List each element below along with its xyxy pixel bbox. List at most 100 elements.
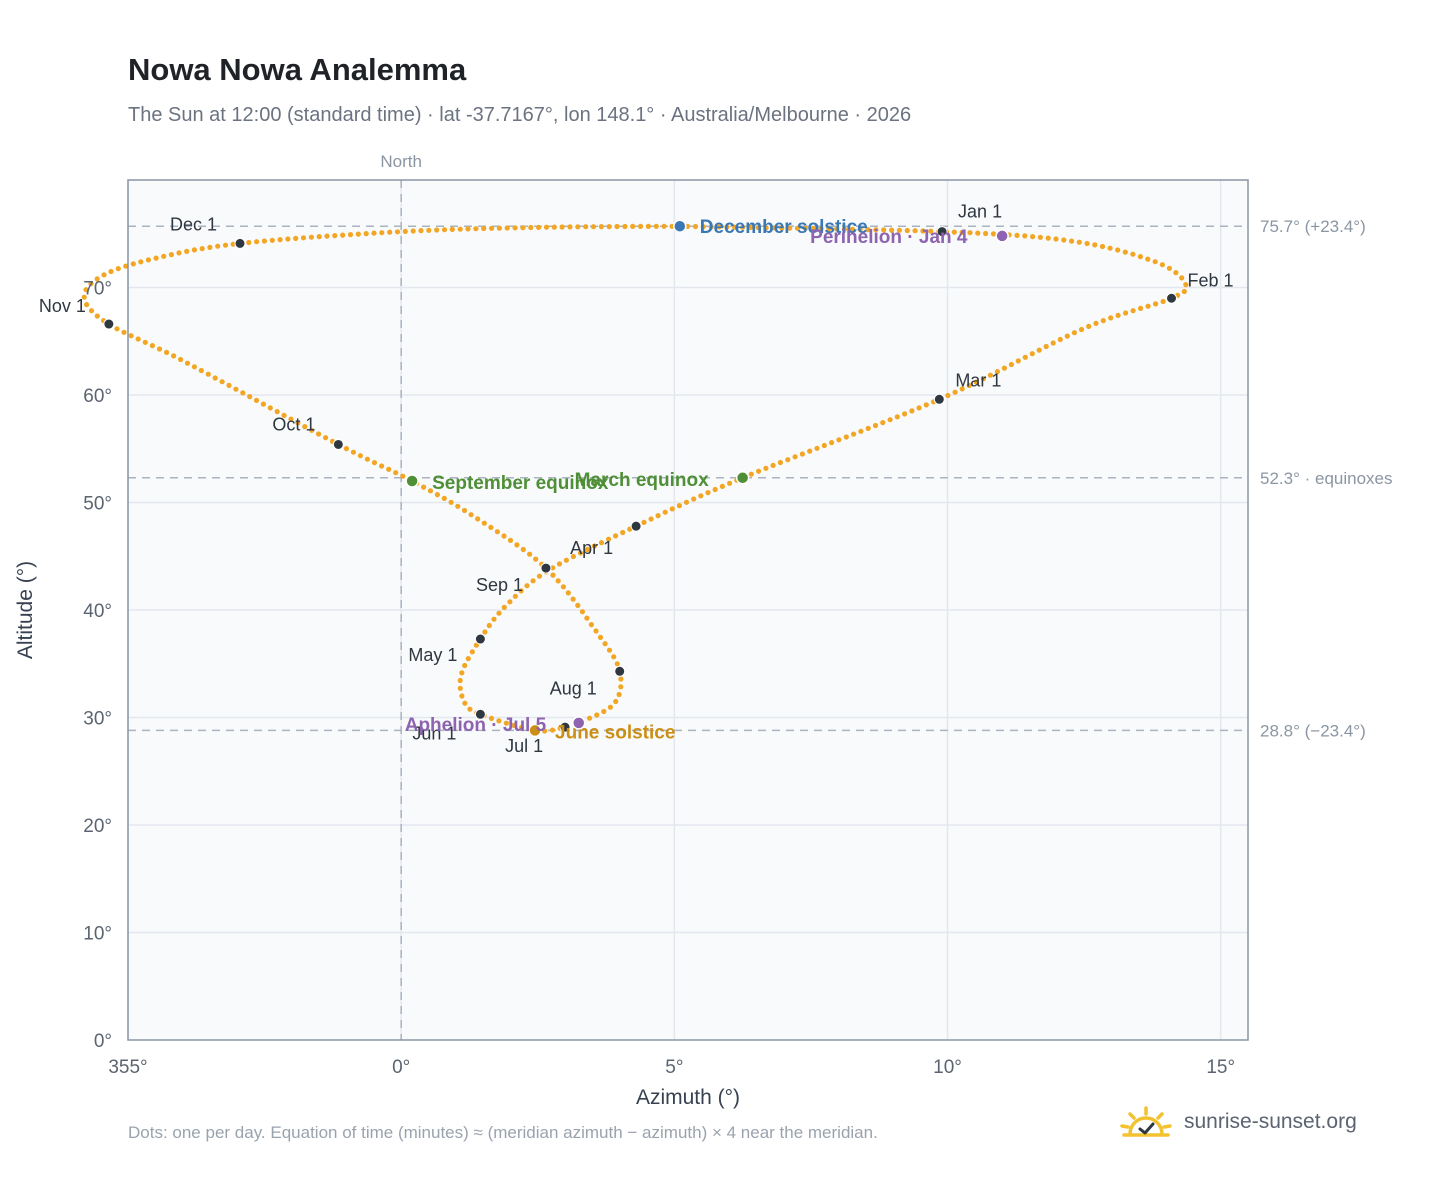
daily-dot — [528, 224, 534, 231]
daily-dot — [1145, 256, 1151, 262]
daily-dot — [222, 242, 229, 248]
daily-dot — [254, 239, 260, 245]
daily-dot — [1092, 242, 1098, 248]
daily-dot — [613, 533, 619, 539]
daily-dot — [1053, 236, 1059, 242]
daily-dot — [260, 401, 266, 407]
daily-dot — [740, 224, 746, 230]
daily-dot — [570, 596, 576, 602]
daily-dot — [755, 225, 761, 231]
daily-dot — [770, 462, 776, 468]
daily-dot — [121, 329, 127, 335]
daily-dot — [1160, 298, 1166, 305]
month-marker — [234, 237, 246, 249]
daily-dot — [1166, 265, 1172, 271]
daily-dot — [598, 540, 605, 546]
daily-dot — [364, 456, 370, 462]
daily-dot — [168, 252, 174, 258]
daily-dot — [363, 231, 369, 237]
daily-dot — [980, 376, 987, 382]
daily-dot — [1130, 251, 1136, 257]
daily-dot — [323, 435, 329, 441]
daily-dot — [1122, 249, 1128, 255]
daily-dot — [692, 223, 699, 230]
month-label: Nov 1 — [39, 296, 86, 316]
daily-dot — [418, 228, 424, 234]
month-label: Oct 1 — [272, 414, 315, 434]
daily-dot — [1022, 354, 1028, 360]
daily-dot — [1015, 358, 1021, 364]
event-marker — [673, 219, 687, 233]
event-label: March equinox — [575, 470, 710, 491]
daily-dot — [661, 223, 667, 229]
daily-dot — [434, 227, 440, 233]
daily-dot — [814, 445, 820, 451]
daily-dot — [400, 473, 406, 479]
daily-dot — [756, 468, 762, 474]
daily-dot — [896, 227, 903, 233]
month-marker — [614, 665, 626, 677]
daily-dot — [469, 649, 475, 655]
event-marker — [735, 471, 750, 485]
daily-dot — [959, 386, 965, 392]
daily-dot — [171, 353, 177, 359]
daily-dot — [387, 229, 393, 235]
daily-dot — [293, 235, 299, 241]
reference-line-label: 28.8° (−23.4°) — [1260, 721, 1366, 740]
daily-dot — [88, 308, 95, 314]
daily-dot — [488, 715, 495, 722]
daily-dot — [135, 336, 141, 342]
daily-dot — [779, 225, 785, 231]
daily-dot — [1061, 237, 1067, 243]
daily-dot — [567, 224, 573, 230]
daily-dot — [787, 225, 793, 231]
daily-dot — [1036, 347, 1042, 353]
daily-dot — [975, 230, 981, 236]
daily-dot — [448, 499, 454, 505]
daily-dot — [138, 259, 144, 265]
daily-dot — [606, 536, 612, 542]
daily-dot — [945, 392, 951, 399]
month-marker — [474, 708, 486, 720]
daily-dot — [421, 484, 427, 490]
daily-dot — [708, 224, 714, 230]
daily-dot — [724, 224, 730, 230]
daily-dot — [641, 519, 647, 526]
daily-dot — [826, 226, 832, 232]
event-marker — [405, 474, 419, 488]
daily-dot — [543, 224, 550, 230]
daily-dot — [295, 420, 301, 426]
daily-dot — [230, 241, 236, 247]
daily-dot — [491, 616, 497, 622]
daily-dot — [142, 339, 148, 345]
daily-dot — [462, 700, 468, 706]
daily-dot — [821, 442, 827, 449]
daily-dot — [792, 454, 798, 460]
month-marker — [474, 633, 486, 645]
daily-dot — [994, 369, 1001, 375]
daily-dot — [178, 356, 184, 363]
daily-dot — [371, 230, 377, 236]
daily-dot — [662, 509, 668, 515]
daily-dot — [719, 483, 726, 489]
daily-dot — [841, 226, 848, 232]
daily-dot — [598, 224, 605, 230]
daily-dot — [669, 506, 675, 512]
daily-dot — [916, 405, 922, 411]
daily-dot — [465, 226, 471, 232]
daily-dot — [799, 451, 806, 457]
daily-dot — [1159, 262, 1165, 268]
daily-dot — [486, 622, 492, 629]
daily-dot — [645, 223, 652, 229]
daily-dot — [212, 375, 218, 381]
daily-dot — [1137, 254, 1143, 260]
daily-dot — [698, 493, 704, 499]
daily-dot — [288, 416, 294, 422]
daily-dot — [607, 704, 614, 710]
brand-logo[interactable]: sunrise-sunset.org — [1120, 1102, 1357, 1142]
x-tick-label: 0° — [392, 1057, 410, 1078]
daily-dot — [794, 225, 801, 231]
chart-title: Nowa Nowa Analemma — [128, 52, 467, 87]
daily-dot — [501, 533, 507, 539]
